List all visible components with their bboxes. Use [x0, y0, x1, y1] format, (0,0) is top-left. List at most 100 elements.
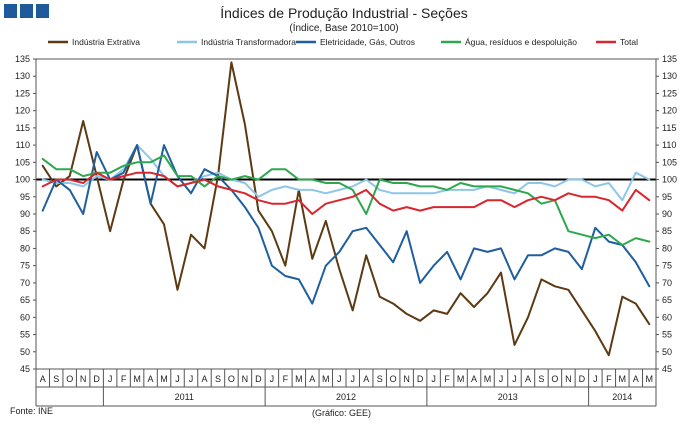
legend-label: Indústria Extrativa	[72, 37, 140, 47]
axes: 45 45 50 50 55 55 60 60 65 65 70 70 75 75 80 80 85 85 90 90…	[15, 54, 677, 407]
y-tick-label-left: 110	[16, 140, 30, 150]
x-tick-label: M	[322, 374, 330, 384]
x-tick-label: A	[525, 374, 531, 384]
series-lines	[41, 61, 651, 357]
y-tick-label-left: 55	[20, 330, 30, 340]
legend-label: Água, resíduos e despoluição	[465, 37, 577, 47]
y-tick-label-left: 50	[20, 347, 30, 357]
x-tick-label: A	[633, 374, 639, 384]
y-tick-label-left: 120	[15, 106, 30, 116]
y-tick-label-right: 60	[662, 312, 672, 322]
y-tick-label-right: 115	[662, 123, 676, 133]
y-tick-label-left: 100	[15, 175, 30, 185]
y-tick-label-left: 125	[15, 88, 30, 98]
x-tick-label: D	[417, 374, 424, 384]
year-label: 2012	[336, 392, 356, 402]
x-tick-label: N	[80, 374, 87, 384]
y-tick-label-right: 105	[662, 157, 677, 167]
y-tick-label-right: 55	[662, 330, 672, 340]
legend-label: Indústria Transformadora	[201, 37, 296, 47]
x-tick-label: A	[40, 374, 46, 384]
chart-title: Índices de Produção Industrial - Seções	[220, 5, 468, 21]
plot-frame	[35, 58, 657, 370]
chart-subtitle: (Índice, Base 2010=100)	[289, 23, 399, 34]
credit-note: (Gráfico: GEE)	[312, 408, 372, 418]
x-tick-label: D	[255, 374, 262, 384]
x-tick-label: M	[619, 374, 627, 384]
year-label: 2013	[498, 392, 518, 402]
x-tick-label: S	[538, 374, 544, 384]
y-tick-label-left: 90	[20, 209, 30, 219]
x-tick-label: A	[201, 374, 207, 384]
y-tick-label-right: 75	[662, 261, 672, 271]
y-tick-label-left: 65	[20, 295, 30, 305]
y-tick-label-right: 65	[662, 295, 672, 305]
x-tick-label: O	[551, 374, 558, 384]
y-tick-label-left: 85	[20, 226, 30, 236]
legend-label: Eletricidade, Gás, Outros	[320, 37, 415, 47]
x-tick-label: N	[403, 374, 410, 384]
x-tick-label: A	[309, 374, 315, 384]
x-tick-label: S	[377, 374, 383, 384]
year-label: 2011	[175, 392, 194, 402]
x-tick-label: J	[499, 374, 504, 384]
legend: Indústria Extrativa Indústria Transformad…	[48, 37, 638, 47]
x-tick-label: S	[53, 374, 59, 384]
source-note: Fonte: INE	[10, 406, 54, 416]
x-tick-label: M	[160, 374, 168, 384]
year-label: 2014	[612, 392, 632, 402]
y-tick-label-right: 120	[662, 106, 677, 116]
series-line-total	[41, 171, 651, 215]
y-tick-label-right: 135	[662, 54, 677, 64]
series-line-industria-transformadora	[41, 144, 651, 202]
x-tick-label: J	[593, 374, 598, 384]
y-tick-label-left: 130	[15, 71, 30, 81]
x-tick-label: M	[457, 374, 465, 384]
x-tick-label: N	[242, 374, 249, 384]
x-tick-label: A	[471, 374, 477, 384]
y-tick-label-left: 115	[16, 123, 30, 133]
y-tick-label-left: 70	[20, 278, 30, 288]
y-tick-label-right: 100	[662, 175, 677, 185]
y-tick-label-left: 80	[20, 243, 30, 253]
x-tick-label: N	[565, 374, 572, 384]
y-tick-label-left: 75	[20, 261, 30, 271]
y-tick-label-right: 130	[662, 71, 677, 81]
x-tick-label: J	[512, 374, 517, 384]
y-tick-label-right: 110	[662, 140, 676, 150]
y-tick-label-right: 125	[662, 88, 677, 98]
x-tick-label: A	[363, 374, 369, 384]
x-tick-label: A	[148, 374, 154, 384]
x-tick-label: M	[484, 374, 492, 384]
x-tick-label: J	[175, 374, 180, 384]
x-tick-label: J	[431, 374, 436, 384]
y-tick-label-right: 90	[662, 209, 672, 219]
x-tick-label: J	[270, 374, 275, 384]
x-tick-label: D	[93, 374, 100, 384]
x-tick-label: F	[606, 374, 612, 384]
y-tick-label-left: 95	[20, 192, 30, 202]
x-tick-label: O	[66, 374, 73, 384]
y-tick-label-right: 85	[662, 226, 672, 236]
x-tick-label: J	[108, 374, 113, 384]
x-tick-label: F	[121, 374, 127, 384]
legend-label: Total	[620, 37, 638, 47]
x-tick-label: M	[133, 374, 141, 384]
y-tick-label-left: 135	[15, 54, 30, 64]
y-tick-label-right: 70	[662, 278, 672, 288]
series-line-eletricidade-gas-outros	[41, 144, 651, 305]
y-tick-label-left: 45	[20, 364, 30, 374]
x-tick-label: J	[337, 374, 342, 384]
ine-logo-icon	[4, 4, 49, 18]
y-tick-label-right: 95	[662, 192, 672, 202]
x-tick-label: M	[646, 374, 654, 384]
x-tick-label: O	[228, 374, 235, 384]
y-tick-label-left: 60	[20, 312, 30, 322]
x-tick-label: O	[390, 374, 397, 384]
y-tick-label-left: 105	[15, 157, 30, 167]
x-tick-label: S	[215, 374, 221, 384]
x-tick-label: F	[444, 374, 450, 384]
x-tick-label: M	[295, 374, 303, 384]
y-tick-label-right: 50	[662, 347, 672, 357]
